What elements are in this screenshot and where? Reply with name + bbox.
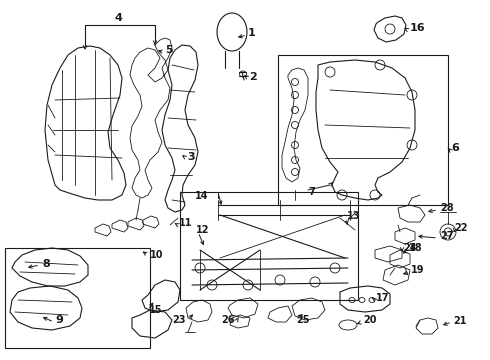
Text: 13: 13 [347,211,361,221]
Text: 25: 25 [296,315,310,325]
Text: 14: 14 [195,191,208,201]
Text: 5: 5 [165,45,172,55]
Text: 26: 26 [221,315,235,325]
Text: 6: 6 [451,143,459,153]
Text: 3: 3 [187,152,195,162]
Text: 1: 1 [248,28,256,38]
Text: 27: 27 [440,231,454,241]
Text: 21: 21 [453,316,466,326]
Text: 12: 12 [196,225,210,235]
Text: 19: 19 [411,265,424,275]
Text: 24: 24 [403,243,416,253]
Text: 9: 9 [55,315,63,325]
Text: 11: 11 [179,218,193,228]
Text: 23: 23 [172,315,186,325]
Text: 7: 7 [308,187,315,197]
Text: 22: 22 [454,223,467,233]
Text: 16: 16 [410,23,426,33]
Text: 8: 8 [42,259,50,269]
Text: 4: 4 [114,13,122,23]
Text: 17: 17 [376,293,390,303]
Bar [180,192,358,300]
Text: 18: 18 [409,243,422,253]
Bar [5,248,150,348]
Bar [278,55,448,205]
Text: 28: 28 [440,203,454,213]
Text: 2: 2 [249,72,257,82]
Text: 10: 10 [150,250,164,260]
Text: 15: 15 [149,305,163,315]
Text: 20: 20 [363,315,376,325]
